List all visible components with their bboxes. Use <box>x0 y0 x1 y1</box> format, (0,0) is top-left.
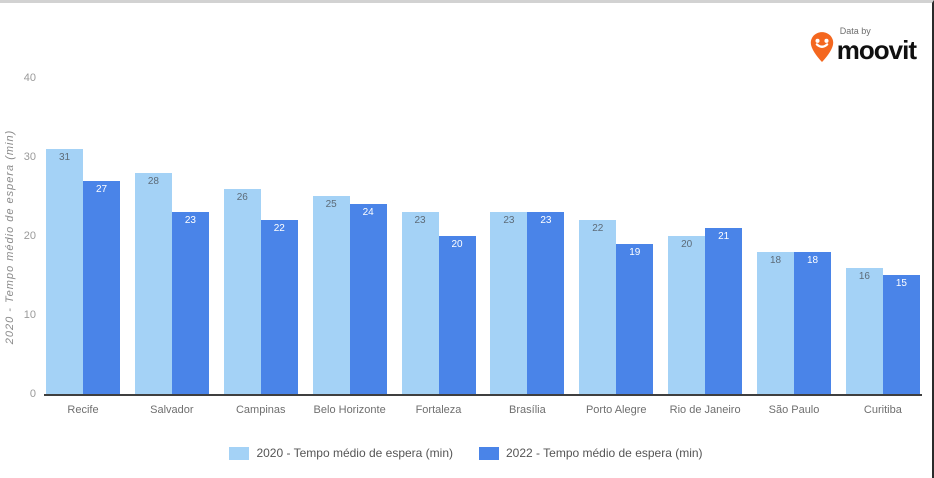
bar-pair: 31 27 <box>46 149 120 394</box>
y-tick-label: 10 <box>23 309 36 321</box>
bar-value-label: 26 <box>236 192 248 203</box>
bar-value-label: 23 <box>184 215 196 226</box>
y-tick-label: 40 <box>23 72 36 84</box>
bar-2020: 25 <box>312 196 350 394</box>
bar-2022: 23 <box>171 212 209 394</box>
x-axis-category-label: São Paulo <box>768 404 820 416</box>
bar-2020: 26 <box>223 189 261 394</box>
bar-pair: 22 19 <box>579 220 654 394</box>
x-axis-category-label: Salvador <box>150 404 194 416</box>
bar-value-label: 18 <box>769 255 782 266</box>
x-axis-category-label: Rio de Janeiro <box>669 404 741 416</box>
bar-value-label: 15 <box>895 278 907 289</box>
bar-value-label: 23 <box>503 215 515 226</box>
bar-value-label: 20 <box>681 239 693 250</box>
bar-2020: 23 <box>401 212 439 394</box>
bar-2022: 21 <box>705 228 743 394</box>
bar-group: 28 23 <box>134 173 209 394</box>
bar-value-label: 16 <box>858 271 870 282</box>
bar-value-label: 21 <box>718 231 730 242</box>
x-axis-category-label: Campinas <box>235 404 286 416</box>
logo-text: Data by moovit <box>836 26 917 65</box>
bar-value-label: 23 <box>414 215 426 226</box>
bar-2020: 22 <box>579 220 617 394</box>
bar-value-label: 20 <box>451 239 463 250</box>
y-axis-title: 2020 - Tempo médio de espera (min) <box>4 129 16 345</box>
bar-pair: 23 23 <box>490 212 565 394</box>
bar-pair: 28 23 <box>134 173 209 394</box>
bar-groups: 31 27 28 23 26 22 25 24 23 20 23 23 22 19 20 21 18 18 16 15 <box>44 80 922 394</box>
bar-2020: 31 <box>46 149 83 394</box>
bar-2020: 18 <box>757 252 794 394</box>
chart-legend: 2020 - Tempo médio de espera (min) 2022 -… <box>0 446 932 460</box>
bar-pair: 26 22 <box>223 189 298 394</box>
y-tick-label: 20 <box>23 230 36 242</box>
bar-value-label: 23 <box>540 215 552 226</box>
bar-group: 25 24 <box>312 196 387 394</box>
bar-2022: 19 <box>616 244 654 394</box>
bar-value-label: 24 <box>362 207 374 218</box>
bar-2020: 23 <box>490 212 528 394</box>
bar-group: 16 15 <box>845 268 920 394</box>
y-tick-label: 30 <box>23 151 36 163</box>
bar-value-label: 22 <box>273 223 285 234</box>
x-axis-category-label: Recife <box>67 404 99 416</box>
moovit-logo: Data by moovit <box>809 26 917 65</box>
bar-2022: 27 <box>83 181 120 394</box>
x-axis-category-label: Curitiba <box>863 404 902 416</box>
bar-2020: 28 <box>134 173 172 394</box>
bar-2022: 18 <box>794 252 831 394</box>
bar-group: 26 22 <box>223 189 298 394</box>
bar-value-label: 25 <box>325 199 337 210</box>
legend-item: 2020 - Tempo médio de espera (min) <box>229 446 453 460</box>
bar-group: 20 21 <box>668 228 743 394</box>
bar-value-label: 18 <box>806 255 819 266</box>
x-axis-category-label: Fortaleza <box>415 404 462 416</box>
bar-group: 22 19 <box>579 220 654 394</box>
bar-pair: 16 15 <box>845 268 920 394</box>
legend-label: 2020 - Tempo médio de espera (min) <box>256 446 453 460</box>
logo-data-by: Data by <box>839 26 871 36</box>
bar-2022: 20 <box>438 236 476 394</box>
y-tick-label: 0 <box>29 388 36 400</box>
legend-item: 2022 - Tempo médio de espera (min) <box>479 446 703 460</box>
x-axis-category-label: Belo Horizonte <box>313 404 386 416</box>
bar-2022: 15 <box>882 275 920 394</box>
bar-2022: 24 <box>349 204 387 394</box>
moovit-pin-icon <box>810 32 833 62</box>
bar-pair: 23 20 <box>401 212 476 394</box>
logo-brand: moovit <box>836 35 917 65</box>
bar-value-label: 19 <box>629 247 641 258</box>
bar-group: 18 18 <box>757 252 831 394</box>
x-axis-category-label: Brasília <box>509 404 546 416</box>
bar-2020: 16 <box>845 268 883 394</box>
bar-value-label: 31 <box>58 152 71 163</box>
x-axis-labels: Recife Salvador Campinas Belo Horizonte Fort… <box>44 404 922 416</box>
bar-2022: 23 <box>527 212 565 394</box>
legend-swatch <box>229 446 250 460</box>
bar-chart-plot: 2020 - Tempo médio de espera (min) 0 10 20… <box>4 72 922 400</box>
bar-value-label: 28 <box>147 176 159 187</box>
bar-group: 31 27 <box>46 149 120 394</box>
bar-pair: 25 24 <box>312 196 387 394</box>
x-axis-category-label: Porto Alegre <box>585 404 647 416</box>
bar-value-label: 27 <box>95 184 108 195</box>
bar-group: 23 20 <box>401 212 476 394</box>
bar-pair: 20 21 <box>668 228 743 394</box>
bar-pair: 18 18 <box>757 252 831 394</box>
legend-swatch <box>479 446 499 460</box>
bar-group: 23 23 <box>490 212 565 394</box>
bar-2020: 20 <box>668 236 706 394</box>
legend-label: 2022 - Tempo médio de espera (min) <box>506 446 703 460</box>
bar-2022: 22 <box>260 220 298 394</box>
bar-value-label: 22 <box>592 223 604 234</box>
